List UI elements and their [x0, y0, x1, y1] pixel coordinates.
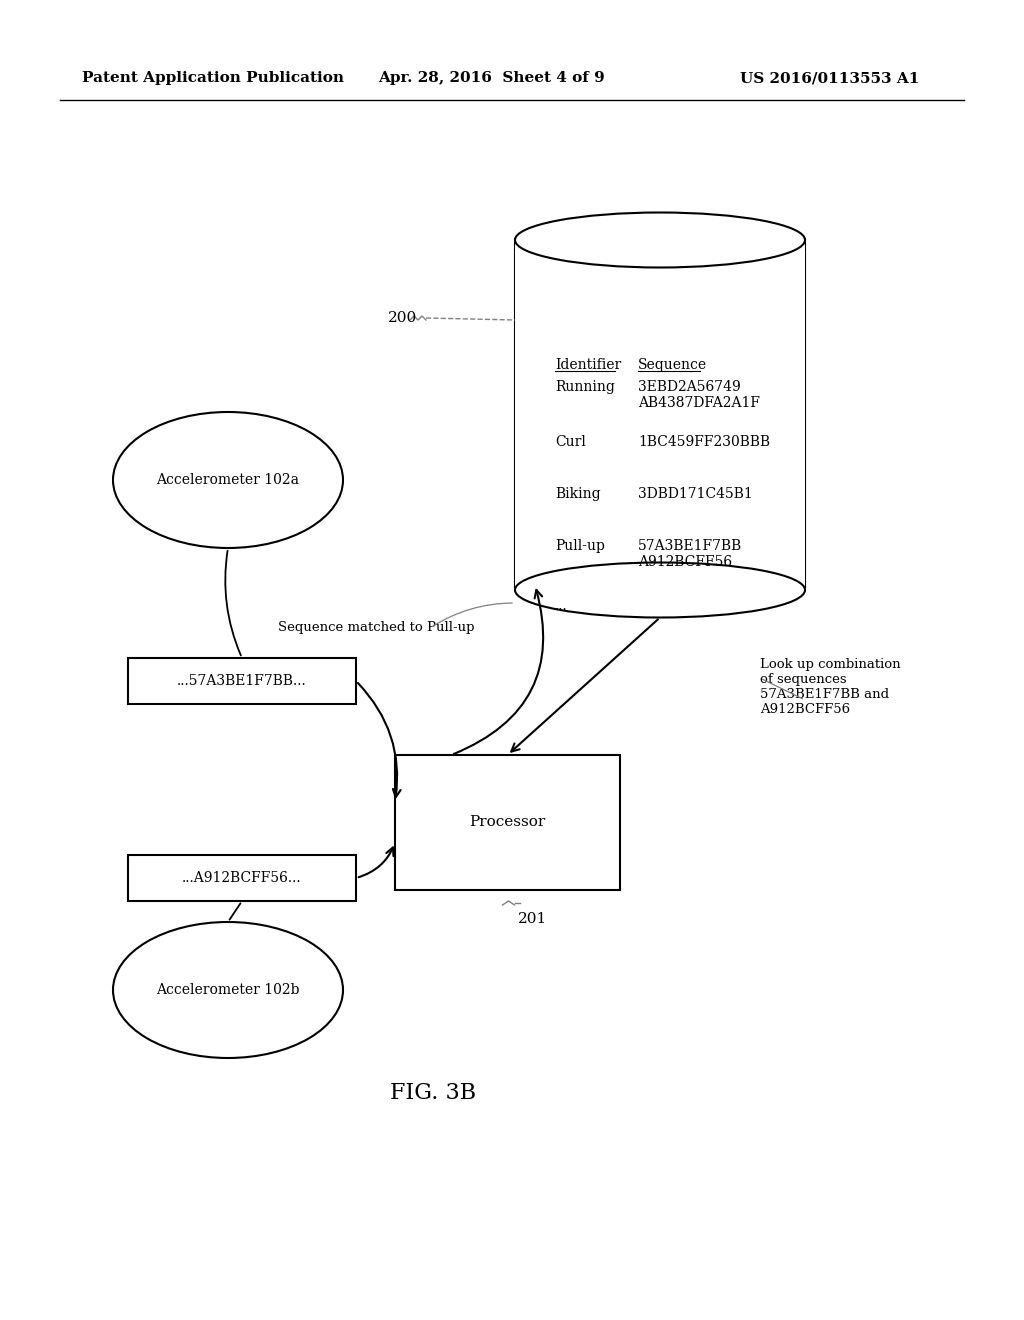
- Ellipse shape: [515, 213, 805, 268]
- Text: 3EBD2A56749
AB4387DFA2A1F: 3EBD2A56749 AB4387DFA2A1F: [638, 380, 760, 411]
- Text: Sequence matched to Pull-up: Sequence matched to Pull-up: [278, 622, 474, 635]
- Text: ...: ...: [555, 599, 567, 612]
- Text: 1BC459FF230BBB: 1BC459FF230BBB: [638, 436, 770, 449]
- Ellipse shape: [113, 412, 343, 548]
- Text: Identifier: Identifier: [555, 358, 622, 372]
- Text: Running: Running: [555, 380, 614, 393]
- Text: FIG. 3B: FIG. 3B: [390, 1082, 476, 1104]
- Text: ...A912BCFF56...: ...A912BCFF56...: [182, 871, 302, 884]
- Text: US 2016/0113553 A1: US 2016/0113553 A1: [740, 71, 920, 84]
- Text: 200: 200: [388, 312, 417, 325]
- Text: Pull-up: Pull-up: [555, 539, 605, 553]
- Ellipse shape: [113, 921, 343, 1059]
- Text: Accelerometer 102b: Accelerometer 102b: [157, 983, 300, 997]
- Text: Patent Application Publication: Patent Application Publication: [82, 71, 344, 84]
- Text: 201: 201: [517, 912, 547, 927]
- Bar: [128, 657, 356, 704]
- Text: Sequence: Sequence: [638, 358, 708, 372]
- Text: ...57A3BE1F7BB...: ...57A3BE1F7BB...: [177, 675, 307, 688]
- Text: Curl: Curl: [555, 436, 586, 449]
- Text: Processor: Processor: [469, 816, 546, 829]
- Bar: [395, 755, 620, 890]
- Ellipse shape: [515, 562, 805, 618]
- Text: Apr. 28, 2016  Sheet 4 of 9: Apr. 28, 2016 Sheet 4 of 9: [378, 71, 605, 84]
- Text: Biking: Biking: [555, 487, 601, 502]
- Text: 57A3BE1F7BB
A912BCFF56: 57A3BE1F7BB A912BCFF56: [638, 539, 742, 569]
- Bar: [515, 240, 805, 590]
- Text: Accelerometer 102a: Accelerometer 102a: [157, 473, 299, 487]
- Text: Look up combination
of sequences
57A3BE1F7BB and
A912BCFF56: Look up combination of sequences 57A3BE1…: [760, 657, 901, 715]
- Bar: [128, 855, 356, 902]
- Text: 3DBD171C45B1: 3DBD171C45B1: [638, 487, 753, 502]
